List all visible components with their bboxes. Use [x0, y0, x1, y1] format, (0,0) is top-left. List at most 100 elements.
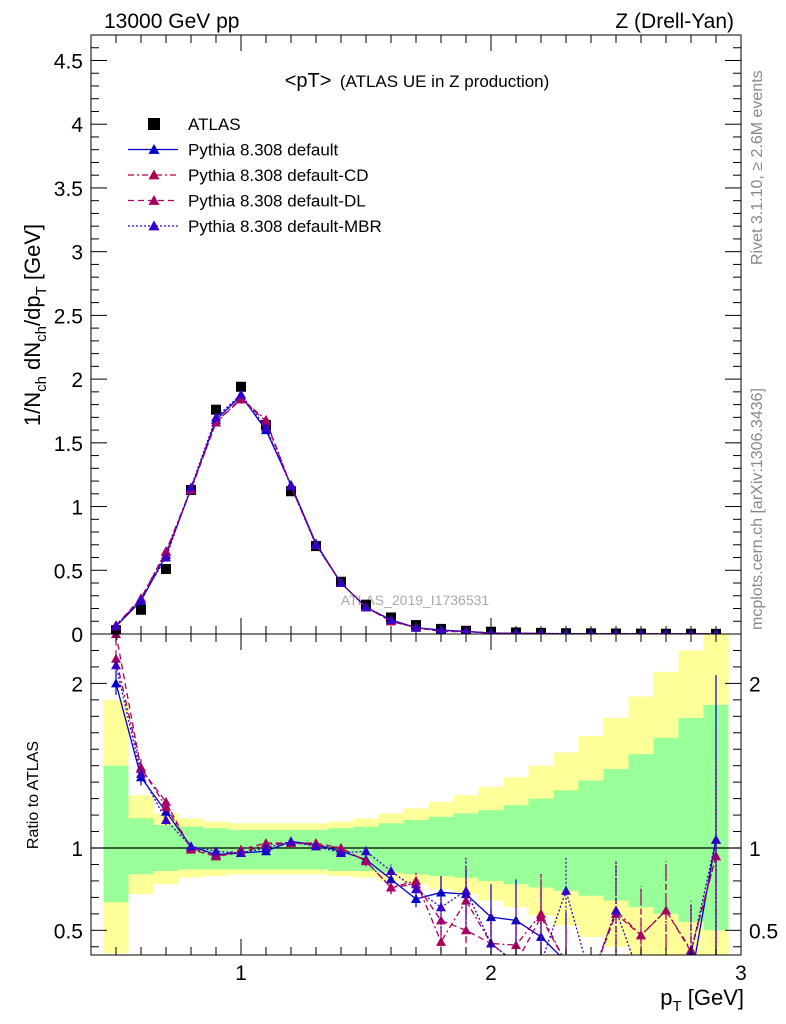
uncertainty-band-inner [403, 820, 429, 875]
legend-marker [148, 220, 160, 231]
ratio-series-point [411, 884, 421, 894]
mc-series-point [336, 578, 346, 588]
legend-label: Pythia 8.308 default-CD [188, 166, 369, 185]
mc-series-point [688, 628, 694, 634]
main-ytick-label: 0.5 [54, 560, 83, 583]
ratio-series-point [461, 885, 471, 895]
ratio-ylabel: Ratio to ATLAS [25, 741, 42, 849]
main-ylabel: 1/Nch dNch/dpT [GeV] [20, 224, 50, 426]
ratio-series-point [211, 846, 221, 856]
ratio-ytick-label: 2 [71, 673, 83, 696]
uncertainty-band-inner [128, 818, 154, 875]
ratio-series-point [561, 885, 571, 895]
ratio-series-point [236, 847, 246, 857]
x-axis-label: pT [GeV] [660, 985, 744, 1015]
ratio-ytick-label: 0.5 [54, 920, 83, 943]
atlas-data-point [161, 564, 171, 575]
main-ytick-label: 2.5 [54, 305, 83, 328]
uncertainty-band-inner [478, 810, 504, 881]
mc-series-point [261, 422, 271, 432]
main-title-main: <pT> [285, 70, 332, 92]
mc-series-point [638, 628, 644, 634]
ratio-series-point [186, 841, 196, 851]
legend-label: Pythia 8.308 default [188, 141, 339, 160]
ratio-series-point [361, 856, 371, 866]
mc-series-point [136, 594, 146, 604]
main-ytick-label: 0 [71, 624, 83, 647]
legend-label: Pythia 8.308 default-MBR [188, 217, 382, 236]
ratio-series-point [461, 925, 471, 935]
ratio-series-point [436, 902, 446, 912]
mc-series-point [236, 394, 246, 404]
mc-series-point [436, 625, 446, 634]
mc-series-point [512, 628, 520, 634]
ratio-panel: 0.5 0.5 1 1 2 2 1 2 3 Ratio to ATLAS pT [GeV] [25, 633, 778, 1015]
atlas-data-point [211, 404, 221, 415]
ratio-series-point [536, 912, 546, 922]
mc-series-point [537, 628, 545, 634]
main-title-sub: (ATLAS UE in Z production) [340, 72, 549, 91]
uncertainty-band-inner [103, 765, 129, 903]
mcplots-label: mcplots.cern.ch [arXiv:1306.3436] [749, 388, 766, 630]
mc-series-point [311, 539, 321, 549]
ratio-xtick-label: 2 [485, 962, 497, 985]
mc-series-point [211, 417, 221, 427]
ratio-series-point [561, 958, 571, 967]
mc-series-point [236, 389, 246, 399]
ratio-xtick-label: 1 [235, 962, 247, 985]
mc-series-point [461, 626, 471, 634]
legend-label: Pythia 8.308 default-DL [188, 192, 366, 211]
mc-series-point [161, 552, 171, 562]
ratio-xtick-label: 3 [735, 962, 747, 985]
ratio-series-point [136, 768, 146, 778]
atlas-data-point [286, 486, 296, 497]
mc-series-point [211, 412, 221, 422]
ratio-series-point [636, 975, 646, 984]
ratio-series-point [636, 930, 646, 940]
ratio-series-point [611, 975, 621, 984]
ratio-series-point [286, 836, 296, 846]
uncertainty-band-inner [553, 790, 579, 891]
main-ytick-label: 1 [71, 497, 83, 520]
ratio-ytick-label-right: 0.5 [749, 920, 778, 943]
uncertainty-band-inner [278, 829, 304, 870]
ratio-series-point [386, 882, 396, 892]
ratio-series-point [586, 975, 596, 984]
ratio-series-point [386, 874, 396, 884]
ratio-series-point [111, 660, 121, 670]
mc-series-point [663, 628, 669, 634]
process-label: Z (Drell-Yan) [615, 10, 734, 33]
ratio-axes: 0.5 0.5 1 1 2 2 1 2 3 [54, 633, 778, 985]
uncertainty-band-inner [503, 805, 529, 885]
uncertainty-band-inner [528, 798, 554, 888]
ratio-series-point [711, 851, 721, 861]
ratio-series-point [661, 905, 671, 915]
mc-series-point [487, 627, 495, 634]
ratio-series-point [561, 958, 571, 967]
atlas-data-point [236, 381, 246, 392]
ratio-series-point [536, 958, 546, 967]
legend-marker-atlas [148, 118, 160, 130]
ratio-series-point [336, 843, 346, 852]
energy-label: 13000 GeV pp [104, 10, 239, 33]
main-title: <pT> (ATLAS UE in Z production) [285, 70, 550, 92]
ratio-ytick-label-right: 1 [749, 838, 761, 861]
watermark: ATLAS_2019_I1736531 [341, 592, 490, 608]
legend: ATLAS Pythia 8.308 default Pythia 8.308 de… [128, 115, 382, 236]
uncertainty-band-inner [678, 717, 704, 923]
mc-series-point [261, 416, 271, 426]
ratio-series-point [511, 940, 521, 950]
mc-series-point [411, 622, 421, 632]
ratio-series-point [586, 975, 596, 984]
uncertainty-band-inner [428, 816, 454, 876]
mc-series-point [386, 614, 396, 624]
main-ytick-label: 2 [71, 369, 83, 392]
main-axes: 0 0.5 1 1.5 2 2.5 3 3.5 4 4.5 [54, 34, 742, 647]
ratio-ytick-label: 1 [71, 838, 83, 861]
ratio-series-point [161, 815, 171, 825]
mc-series-point [186, 482, 196, 492]
ratio-series-point [111, 653, 121, 663]
ratio-series-point [711, 834, 721, 844]
ratio-series-point [361, 846, 371, 856]
